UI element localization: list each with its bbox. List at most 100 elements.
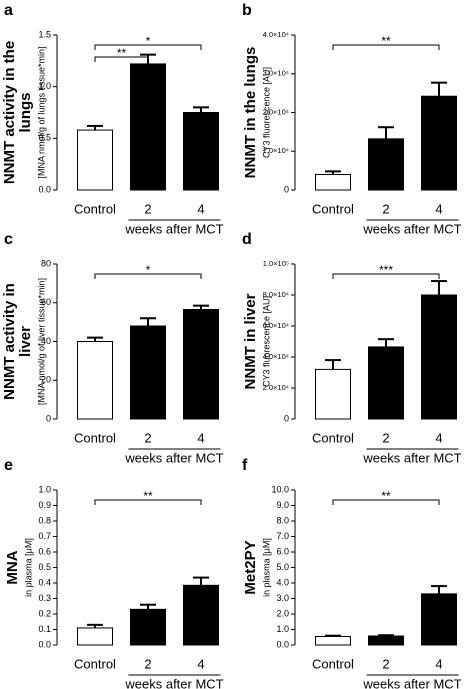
y-tick-label: 0.2 [38,608,51,618]
y-tick-label: 0.3 [38,593,51,603]
bar [421,294,457,420]
y-axis-label: NNMT activity in the [1,41,18,184]
y-axis-label: MNA [4,550,21,584]
panel-letter: e [4,457,13,474]
bar [368,138,404,191]
bar [421,95,457,191]
x-axis-label: weeks after MCT [362,221,461,236]
y-axis-label: NNMT activity in [1,283,18,400]
x-axis-label: weeks after MCT [124,676,223,689]
x-tick-label: 2 [144,656,151,671]
bar [315,368,351,420]
significance-bracket [332,499,440,505]
y-axis-label: liver [17,326,34,357]
y-axis-label: Met2PY [242,540,259,594]
y-tick-label: 0.4 [38,577,51,587]
y-axis-sublabel: CY3 fluorescence [AU] [261,67,271,158]
y-axis-sublabel: [MNA nmol/g of liver tissue*min] [36,278,46,405]
y-tick-label: 0 [284,184,289,194]
y-tick-label: 8.0×10⁴ [263,290,289,299]
significance-bracket [94,499,202,505]
panel-letter: d [242,231,252,248]
bar [368,346,404,420]
y-axis-sublabel: [MNA nmol/g of lungs tissue*min] [36,46,46,178]
x-tick-label: Control [74,656,116,671]
y-tick-label: 0.5 [38,562,51,572]
x-tick-label: Control [312,656,354,671]
x-tick-label: Control [312,201,354,216]
y-tick-label: 3.0 [276,593,289,603]
y-tick-label: 2.0 [276,608,289,618]
bar [368,635,404,646]
x-axis-label: weeks after MCT [362,676,461,689]
significance-label: ** [381,34,391,48]
panel-letter: a [4,2,13,19]
bar [130,325,166,420]
significance-label: ** [143,489,153,503]
y-tick-label: 0.0 [38,639,51,649]
bar [77,129,113,191]
significance-bracket [94,56,149,62]
y-tick-label: 1.0 [276,624,289,634]
x-tick-label: 2 [382,201,389,216]
y-tick-label: 6.0 [276,546,289,556]
x-tick-label: 2 [144,430,151,445]
significance-label: ** [381,489,391,503]
x-tick-label: 4 [197,430,204,445]
y-tick-label: 0.0 [276,639,289,649]
y-tick-label: 0.9 [38,500,51,510]
y-axis-sublabel: in plasma [μM] [261,538,271,597]
bar [183,112,219,191]
y-tick-label: 1.0×10⁵ [263,259,289,268]
significance-bracket [332,273,440,279]
y-tick-label: 1.0×10⁴ [263,146,289,155]
x-tick-label: Control [312,430,354,445]
y-tick-label: 0 [284,413,289,423]
y-tick-label: 0 [46,413,51,423]
x-axis-label: weeks after MCT [124,221,223,236]
significance-label: ** [117,46,127,60]
y-tick-label: 10.0 [271,484,289,494]
y-tick-label: 0.7 [38,531,51,541]
y-axis-label: NNMT in the lungs [242,47,259,179]
y-tick-label: 80 [41,258,51,268]
bar [130,63,166,191]
x-tick-label: 4 [197,201,204,216]
y-tick-label: 8.0 [276,515,289,525]
bar [183,309,219,420]
x-tick-label: 2 [382,656,389,671]
bar [421,593,457,646]
y-tick-label: 20 [41,375,51,385]
significance-bracket [94,273,202,279]
y-tick-label: 0.0 [38,184,51,194]
bar [315,635,351,646]
y-axis-label: lungs [17,93,34,133]
significance-bracket [332,44,440,50]
y-tick-label: 7.0 [276,531,289,541]
y-tick-label: 1.0 [38,81,51,91]
bar [315,174,351,191]
x-tick-label: 2 [382,430,389,445]
y-tick-label: 0.8 [38,515,51,525]
x-tick-label: 2 [144,201,151,216]
y-tick-label: 4.0×10⁴ [263,352,289,361]
y-tick-label: 6.0×10⁴ [263,321,289,330]
y-axis-label: NNMT in liver [242,293,259,389]
significance-label: * [146,263,151,277]
y-tick-label: 2.0×10⁴ [263,383,289,392]
panel-letter: b [242,2,252,19]
significance-label: * [146,34,151,48]
bar [77,627,113,646]
x-tick-label: 4 [197,656,204,671]
y-tick-label: 3.0×10⁴ [263,69,289,78]
x-tick-label: 4 [435,201,442,216]
x-tick-label: Control [74,201,116,216]
panel-letter: c [4,231,13,248]
x-tick-label: 4 [435,656,442,671]
x-tick-label: 4 [435,430,442,445]
y-tick-label: 4.0×10⁴ [263,30,289,39]
y-tick-label: 1.5 [38,29,51,39]
y-tick-label: 1.0 [38,484,51,494]
bar [130,608,166,646]
bar [183,584,219,646]
